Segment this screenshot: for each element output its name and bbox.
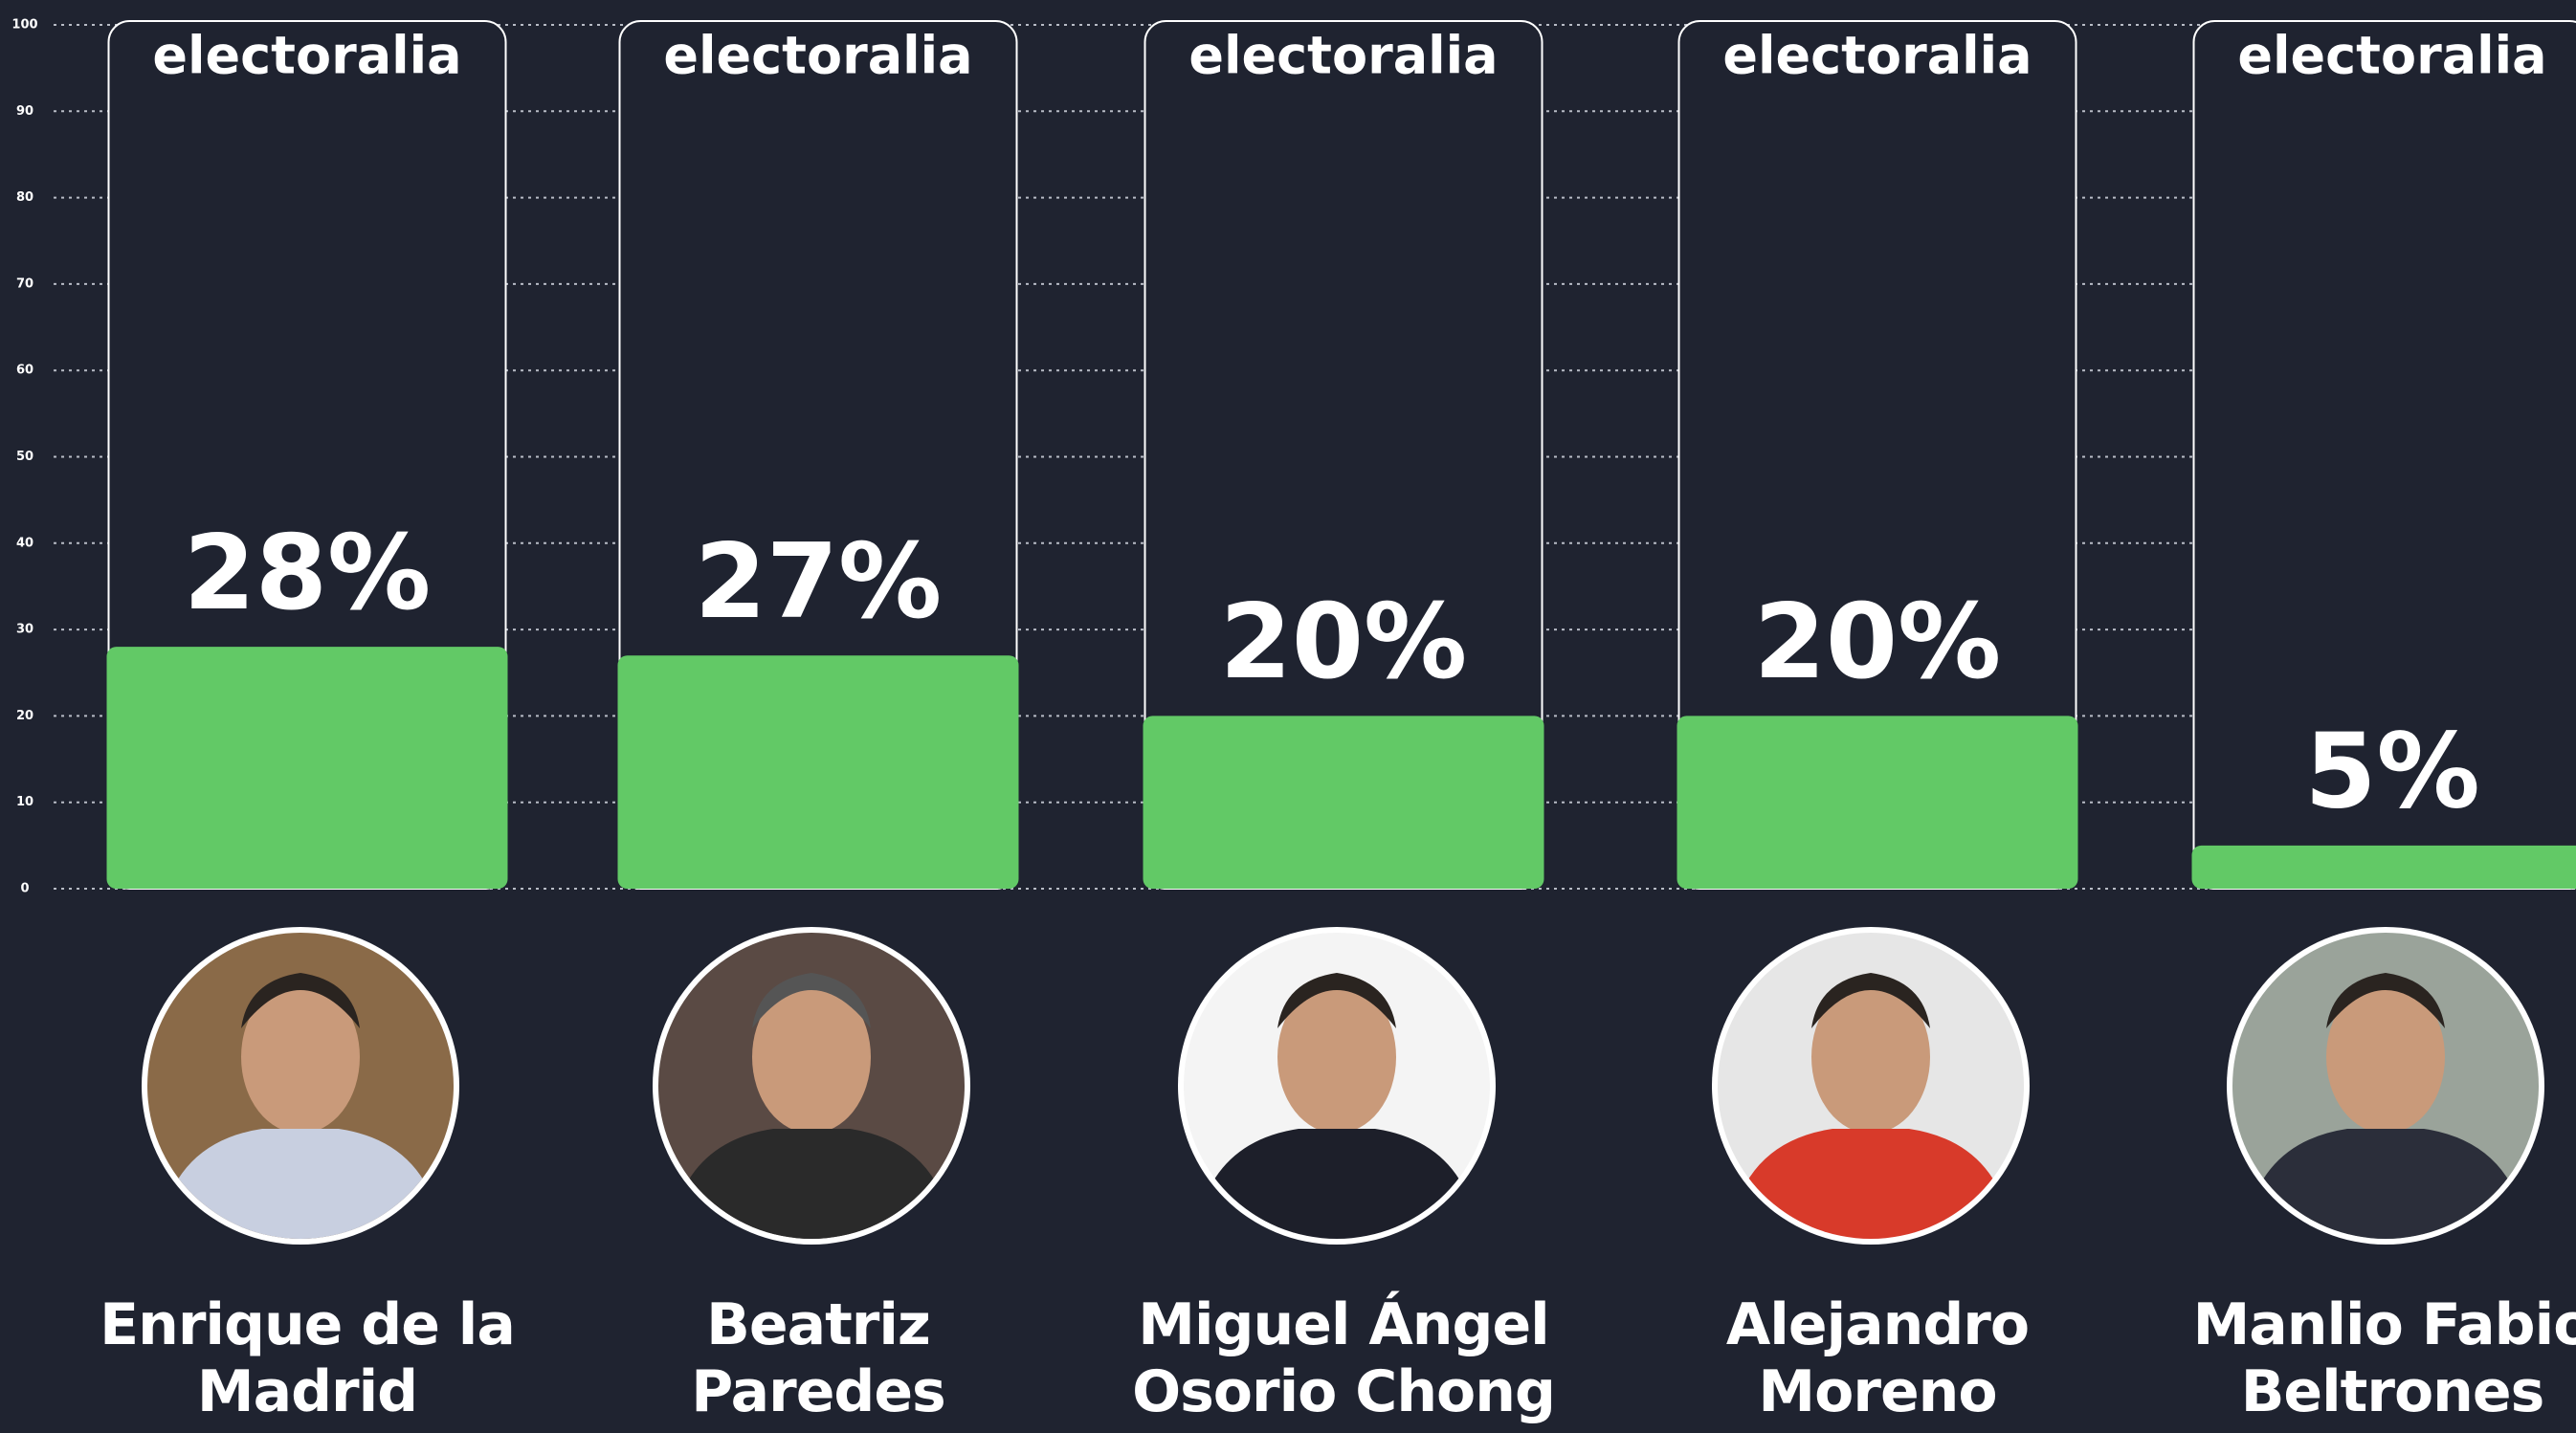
bar: [1677, 716, 2078, 889]
brand-logo: electoralia: [1722, 26, 2032, 86]
brand-logo: electoralia: [152, 26, 461, 86]
candidate-name: Alejandro Moreno: [1725, 1291, 2030, 1425]
value-label: 28%: [184, 514, 432, 633]
y-tick-label: 50: [16, 450, 33, 464]
candidate-photo: [2227, 927, 2544, 1245]
brand-logo: electoralia: [2237, 26, 2546, 86]
y-tick-label: 20: [16, 709, 33, 723]
value-label: 20%: [1220, 583, 1468, 702]
brand-logo: electoralia: [1188, 26, 1498, 86]
y-tick-label: 10: [16, 795, 33, 809]
candidate-name: Enrique de la Madrid: [100, 1291, 516, 1425]
y-tick-label: 30: [16, 623, 33, 637]
y-tick-label: 90: [16, 104, 33, 119]
candidate-photo: [653, 927, 970, 1245]
value-label: 27%: [695, 522, 943, 642]
bar: [1143, 716, 1544, 889]
candidate-name: Manlio Fabio Beltrones: [2192, 1291, 2576, 1425]
value-label: 5%: [2304, 713, 2479, 832]
candidate-name: Miguel Ángel Osorio Chong: [1132, 1291, 1556, 1425]
brand-logo: electoralia: [663, 26, 972, 86]
candidate-photo: [142, 927, 459, 1245]
bar: [2191, 845, 2576, 889]
candidate-photo: [1178, 927, 1496, 1245]
y-tick-label: 70: [16, 276, 33, 291]
y-tick-label: 80: [16, 190, 33, 205]
candidate-name: Beatriz Paredes: [691, 1291, 946, 1425]
bar: [617, 655, 1019, 889]
y-tick-label: 0: [20, 882, 29, 896]
value-label: 20%: [1754, 583, 2002, 702]
y-tick-label: 100: [11, 18, 37, 33]
candidate-photo: [1712, 927, 2030, 1245]
y-tick-label: 40: [16, 536, 33, 550]
y-tick-label: 60: [16, 364, 33, 378]
bar: [106, 647, 508, 889]
